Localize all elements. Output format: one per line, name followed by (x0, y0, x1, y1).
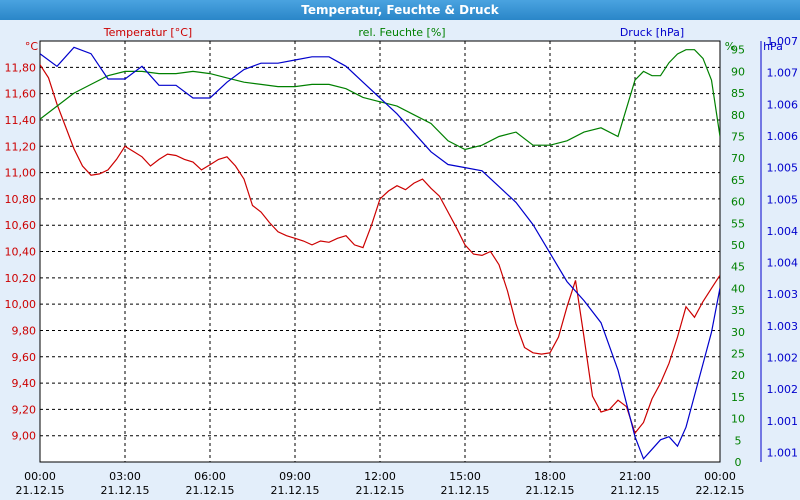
humidity-tick-label: 25 (731, 347, 745, 360)
humidity-tick-label: 85 (731, 87, 745, 100)
x-tick-time: 00:00 (704, 470, 736, 483)
temperature-tick-label: 10,40 (5, 246, 37, 259)
humidity-tick-label: 70 (731, 152, 745, 165)
humidity-tick-label: 10 (731, 413, 745, 426)
pressure-tick-label: 1.007 (767, 35, 799, 48)
x-tick-date: 21.12.15 (441, 484, 490, 497)
temperature-tick-label: 9,40 (12, 377, 37, 390)
temperature-tick-label: 10,20 (5, 272, 37, 285)
pressure-tick-label: 1.004 (767, 257, 799, 270)
x-tick-date: 21.12.15 (271, 484, 320, 497)
pressure-unit-label: hPa (763, 40, 783, 53)
pressure-tick-label: 1.003 (767, 288, 799, 301)
humidity-axis-label: rel. Feuchte [%] (358, 26, 445, 39)
x-tick-date: 21.12.15 (526, 484, 575, 497)
x-tick-date: 22.12.15 (696, 484, 745, 497)
humidity-tick-label: 55 (731, 217, 745, 230)
humidity-tick-label: 90 (731, 65, 745, 78)
humidity-tick-label: 60 (731, 196, 745, 209)
x-tick-time: 09:00 (279, 470, 311, 483)
pressure-axis-label: Druck [hPa] (620, 26, 684, 39)
x-tick-time: 06:00 (194, 470, 226, 483)
temperature-tick-label: 9,20 (12, 403, 37, 416)
humidity-tick-label: 30 (731, 326, 745, 339)
pressure-tick-label: 1.007 (767, 67, 799, 80)
temperature-tick-label: 11,80 (5, 61, 37, 74)
temperature-unit-label: °C (25, 40, 39, 53)
temperature-tick-label: 11,00 (5, 167, 37, 180)
pressure-tick-label: 1.003 (767, 320, 799, 333)
humidity-tick-label: 45 (731, 261, 745, 274)
pressure-tick-label: 1.006 (767, 98, 799, 111)
temperature-tick-label: 10,00 (5, 298, 37, 311)
temperature-tick-label: 11,40 (5, 114, 37, 127)
x-tick-time: 03:00 (109, 470, 141, 483)
humidity-tick-label: 5 (735, 434, 742, 447)
pressure-series-line (40, 46, 720, 460)
temperature-tick-label: 9,00 (12, 430, 37, 443)
humidity-tick-label: 0 (735, 456, 742, 469)
temperature-tick-label: 11,20 (5, 140, 37, 153)
pressure-tick-label: 1.002 (767, 352, 799, 365)
x-tick-date: 21.12.15 (356, 484, 405, 497)
humidity-tick-label: 40 (731, 282, 745, 295)
humidity-tick-label: 80 (731, 109, 745, 122)
pressure-tick-label: 1.004 (767, 225, 799, 238)
x-tick-date: 21.12.15 (186, 484, 235, 497)
pressure-tick-label: 1.006 (767, 130, 799, 143)
x-tick-date: 21.12.15 (101, 484, 150, 497)
temperature-axis-label: Temperatur [°C] (103, 26, 192, 39)
humidity-tick-label: 20 (731, 369, 745, 382)
chart-title: Temperatur, Feuchte & Druck (0, 0, 800, 20)
temperature-tick-label: 9,80 (12, 324, 37, 337)
pressure-tick-label: 1.002 (767, 383, 799, 396)
pressure-tick-label: 1.005 (767, 162, 799, 175)
pressure-tick-label: 1.001 (767, 415, 799, 428)
temperature-tick-label: 10,60 (5, 219, 37, 232)
humidity-tick-label: 50 (731, 239, 745, 252)
humidity-tick-label: 65 (731, 174, 745, 187)
humidity-tick-label: 75 (731, 130, 745, 143)
x-tick-date: 21.12.15 (611, 484, 660, 497)
x-tick-time: 15:00 (449, 470, 481, 483)
temperature-series-line (40, 64, 720, 435)
x-tick-time: 18:00 (534, 470, 566, 483)
pressure-tick-label: 1.005 (767, 193, 799, 206)
x-tick-time: 00:00 (24, 470, 56, 483)
humidity-tick-label: 35 (731, 304, 745, 317)
humidity-tick-label: 15 (731, 391, 745, 404)
humidity-unit-label: % (725, 40, 735, 53)
temperature-tick-label: 9,60 (12, 351, 37, 364)
pressure-tick-label: 1.001 (767, 447, 799, 460)
x-tick-time: 21:00 (619, 470, 651, 483)
x-tick-time: 12:00 (364, 470, 396, 483)
humidity-series-line (40, 49, 720, 151)
temperature-tick-label: 11,60 (5, 88, 37, 101)
humidity-tick-label: 95 (731, 44, 745, 57)
temperature-tick-label: 10,80 (5, 193, 37, 206)
x-tick-date: 21.12.15 (16, 484, 65, 497)
